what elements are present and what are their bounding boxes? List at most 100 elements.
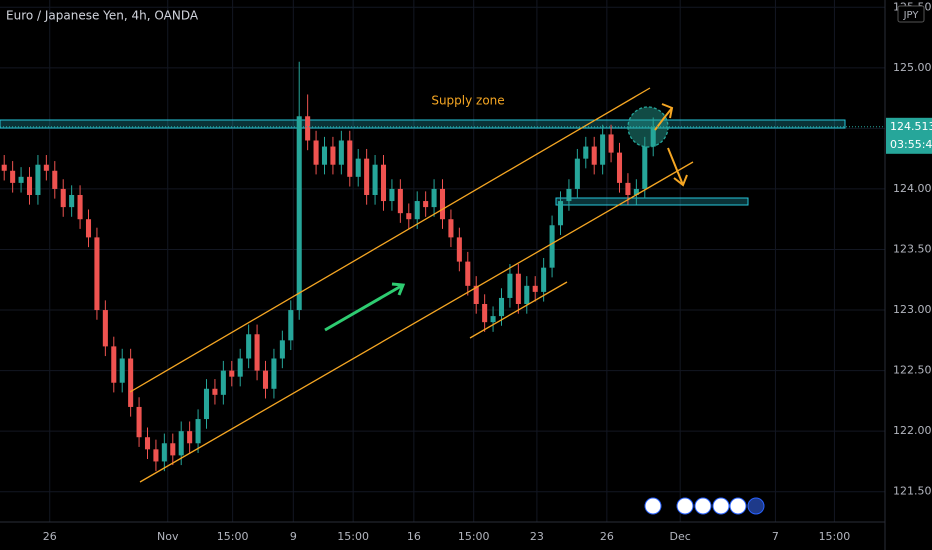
candle-body <box>254 334 260 371</box>
candle-body <box>347 140 353 177</box>
chart-title: Euro / Japanese Yen, 4h, OANDA <box>6 9 199 23</box>
last-price-box <box>886 117 932 154</box>
x-tick-label: 23 <box>530 530 544 543</box>
candle-body <box>549 225 555 268</box>
candle-body <box>625 182 631 195</box>
candle-body <box>389 188 395 202</box>
candle-body <box>10 170 16 183</box>
x-tick-label: 15:00 <box>217 530 249 543</box>
x-tick-label: 26 <box>43 530 57 543</box>
candle-body <box>246 334 252 359</box>
currency-badge[interactable] <box>897 5 925 23</box>
drawings <box>129 87 694 483</box>
x-tick-label: 16 <box>407 530 421 543</box>
candle-body <box>313 140 319 165</box>
candle-body <box>262 370 269 389</box>
trend-arrow-head <box>391 282 406 296</box>
candle-body <box>465 261 471 286</box>
support-zone <box>555 197 749 206</box>
candle-body <box>541 267 547 292</box>
candle-body <box>178 431 184 456</box>
grid <box>0 0 885 522</box>
event-icon[interactable] <box>676 497 694 515</box>
candle-body <box>128 358 134 407</box>
event-icon[interactable] <box>644 497 662 515</box>
candle-body <box>650 127 656 147</box>
candle-body <box>498 297 505 317</box>
candle-body <box>557 201 564 226</box>
y-tick-label: 123.000 <box>893 303 932 316</box>
candle-body <box>237 358 243 377</box>
candle-body <box>85 219 92 238</box>
currency-label: JPY <box>903 10 920 21</box>
candle-body <box>482 303 488 323</box>
candle-body <box>220 370 226 395</box>
annotation: Supply zone <box>431 94 504 108</box>
candles <box>1 61 656 472</box>
y-tick-label: 125.000 <box>893 61 932 74</box>
candle-body <box>414 201 420 220</box>
event-icon[interactable] <box>712 497 730 515</box>
candle-body <box>524 285 530 304</box>
candle-body <box>456 237 462 262</box>
event-icon[interactable] <box>729 497 747 515</box>
candle-body <box>296 116 302 311</box>
channel-small <box>469 281 568 339</box>
y-tick-label: 122.500 <box>893 364 932 377</box>
candle-body <box>161 443 167 462</box>
candle-body <box>195 419 201 444</box>
candle-body <box>448 219 454 238</box>
arrow-up <box>654 107 673 131</box>
candle-body <box>532 285 538 292</box>
candle-body <box>153 449 159 462</box>
candle-body <box>423 201 429 208</box>
candle-body <box>52 170 58 189</box>
zones <box>0 119 846 206</box>
candle-body <box>473 285 479 304</box>
candle-body <box>18 176 24 183</box>
last-price-label: 124.513 <box>890 120 932 133</box>
candle-body <box>203 388 210 420</box>
supply-zone <box>0 119 846 129</box>
channel-upper <box>129 87 651 393</box>
y-tick-label: 122.000 <box>893 424 932 437</box>
x-tick-label: Dec <box>670 530 691 543</box>
candle-body <box>616 152 623 183</box>
event-icon[interactable] <box>694 497 712 515</box>
candle-body <box>43 164 49 171</box>
event-icons <box>644 497 765 515</box>
candle-body <box>26 176 33 195</box>
trend-arrow <box>324 283 404 332</box>
candle-body <box>397 188 403 214</box>
event-icon[interactable] <box>747 497 765 515</box>
candle-body <box>490 316 496 323</box>
candle-body <box>439 188 446 220</box>
candle-body <box>566 188 572 202</box>
arrow-down <box>667 147 684 186</box>
candle-body <box>305 116 311 141</box>
candle-body <box>1 164 7 171</box>
candle-body <box>279 340 285 359</box>
candle-body <box>77 194 83 220</box>
candle-body <box>338 140 344 165</box>
candle-body <box>60 188 66 208</box>
candle-body <box>187 431 193 444</box>
candle-body <box>431 188 437 208</box>
candle-body <box>515 273 521 304</box>
x-tick-label: 9 <box>290 530 297 543</box>
candle-body <box>364 158 370 195</box>
candle-body <box>372 164 378 195</box>
candle-body <box>136 406 142 438</box>
candle-body <box>170 443 176 456</box>
candle-body <box>355 158 361 177</box>
candle-body <box>330 146 336 165</box>
y-tick-label: 121.500 <box>893 485 932 498</box>
candle-body <box>507 273 513 298</box>
candle-body <box>69 194 75 208</box>
candle-body <box>144 437 151 450</box>
candle-body <box>102 310 108 347</box>
y-tick-label: 123.500 <box>893 242 932 255</box>
candle-body <box>600 134 606 165</box>
